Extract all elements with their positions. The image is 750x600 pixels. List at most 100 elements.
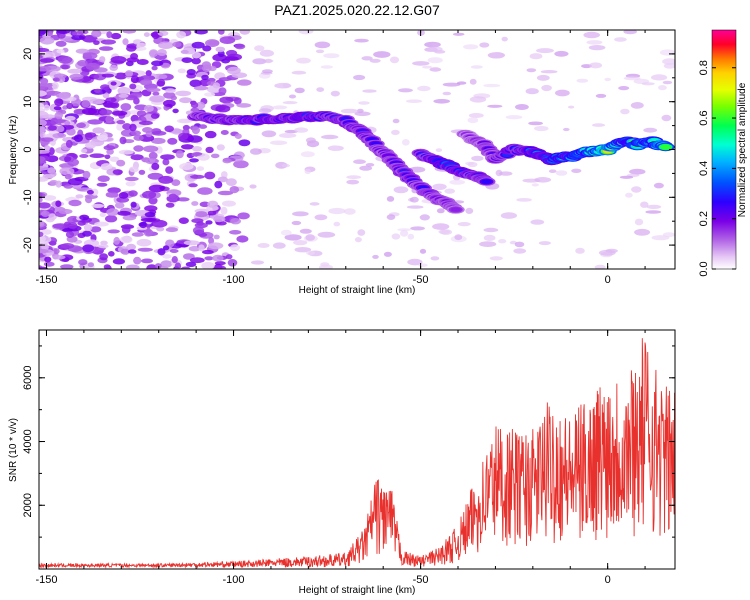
spectrogram-cell: [428, 46, 443, 53]
spectrogram-cell: [171, 256, 178, 264]
y-tick-label: -20: [22, 237, 34, 253]
spectrogram-cell: [465, 207, 474, 214]
spectrogram-cell: [55, 40, 67, 47]
x-tick-label: -150: [35, 574, 57, 586]
spectrogram-cell: [346, 175, 362, 180]
spectrogram-cell: [662, 58, 675, 65]
spectrogram-cell: [227, 259, 238, 267]
spectrogram-cell: [102, 92, 110, 99]
spectrogram-cell: [202, 45, 212, 52]
spectrogram-cell: [143, 32, 150, 37]
spectrogram-cell: [90, 226, 102, 233]
spectrogram-cell: [85, 142, 96, 149]
spectrogram-cell: [99, 56, 106, 63]
spectrogram-cell: [641, 82, 655, 86]
spectrogram-cell: [105, 265, 112, 269]
spectrogram-cell: [151, 60, 164, 67]
spectrogram-cell: [39, 90, 47, 97]
spectrogram-cell: [100, 84, 111, 91]
colorbar-tick-label: 0.8: [698, 60, 710, 75]
spectrogram-cell: [76, 122, 86, 129]
spectrogram-cell: [314, 41, 331, 49]
spectrogram-cell: [122, 38, 129, 46]
spectrogram-cell: [662, 80, 673, 85]
spectrogram-cell: [53, 106, 62, 111]
spectrogram-cell: [432, 183, 447, 190]
spectrogram-cell: [401, 139, 410, 146]
spectrogram-cell: [398, 88, 413, 93]
snr-xlabel: Height of straight line (km): [299, 585, 416, 596]
spectrogram-cell: [165, 239, 175, 248]
spectrogram-cell: [168, 193, 177, 199]
spectrogram-cell: [39, 231, 44, 238]
spectrogram-cell: [100, 132, 108, 138]
spectrogram-cell: [176, 31, 187, 39]
spectrogram-cell: [540, 70, 558, 74]
spectrogram-cell: [189, 79, 202, 88]
spectrogram-cell: [101, 73, 114, 78]
spectrogram-cell: [305, 137, 316, 144]
spectrogram-cell: [108, 251, 115, 257]
spectrogram-cell: [180, 49, 189, 54]
spectrogram-cell: [179, 162, 194, 171]
spectrogram-cell: [212, 265, 227, 269]
spectrogram-cell: [563, 127, 570, 132]
spectrogram-cell: [321, 134, 339, 140]
spectrogram-cell: [234, 133, 242, 139]
x-tick-label: -50: [413, 274, 429, 286]
spectrogram-cell: [121, 225, 131, 234]
spectrogram-cell: [40, 210, 50, 217]
spectrogram-cell: [261, 130, 277, 138]
spectrogram-cell: [87, 262, 94, 268]
spectrogram-cell: [320, 65, 333, 69]
spectrogram-cell: [373, 51, 391, 58]
spectrogram-cell: [193, 85, 209, 91]
spectrogram-cell: [250, 260, 265, 265]
spectrogram-cell: [118, 93, 129, 98]
spectrogram-cell: [162, 245, 170, 251]
spectrogram-cell: [191, 218, 204, 224]
spectrogram-cell: [117, 86, 131, 95]
spectrogram-cell: [94, 88, 101, 93]
spectrogram-cell: [151, 31, 160, 40]
spectrogram-cell: [554, 50, 569, 57]
spectrogram-cell: [227, 66, 241, 75]
spectrogram-cell: [589, 62, 603, 69]
spectrogram-cell: [65, 115, 76, 121]
spectrogram-cell: [97, 244, 109, 249]
spectrogram-cell: [499, 171, 513, 176]
spectrogram-cell: [52, 248, 60, 255]
spectrogram-cell: [118, 192, 129, 199]
spectrogram-cell: [89, 153, 105, 158]
spectrogram-cell: [479, 241, 497, 248]
spectrogram-cell: [69, 73, 84, 80]
spectrogram-cell: [389, 56, 400, 64]
spectrogram-cell: [43, 261, 55, 267]
spectrogram-cell: [220, 206, 228, 215]
spectrogram-cell: [190, 102, 199, 109]
spectrogram-cell: [625, 192, 633, 198]
spectrogram-cell: [501, 36, 508, 42]
spectrogram-cell: [100, 163, 113, 171]
spectrogram-cell: [39, 30, 46, 36]
spectrogram-cell: [91, 188, 99, 196]
spectrogram-cell: [178, 217, 189, 224]
spectrogram-cell: [110, 32, 122, 40]
spectrogram-cell: [136, 238, 152, 247]
spectrogram-cell: [105, 115, 113, 123]
spectrogram-cell: [471, 155, 484, 162]
spectrogram-cell: [165, 166, 174, 174]
spectrogram-cell: [71, 31, 84, 36]
spectrogram-cell: [83, 224, 93, 232]
spectrogram-cell: [122, 123, 132, 130]
spectrogram-cell: [619, 175, 634, 179]
spectrogram-cell: [51, 82, 59, 90]
spectrogram-cell: [88, 98, 105, 105]
spectrogram-cell: [63, 184, 73, 189]
spectrogram-cell: [257, 243, 270, 248]
spectrogram-cell: [237, 212, 250, 220]
spectrogram-cell: [207, 242, 224, 250]
spectrogram-cell: [254, 45, 265, 52]
spectrogram-cell: [224, 56, 239, 61]
spectrogram-cell: [118, 149, 134, 155]
